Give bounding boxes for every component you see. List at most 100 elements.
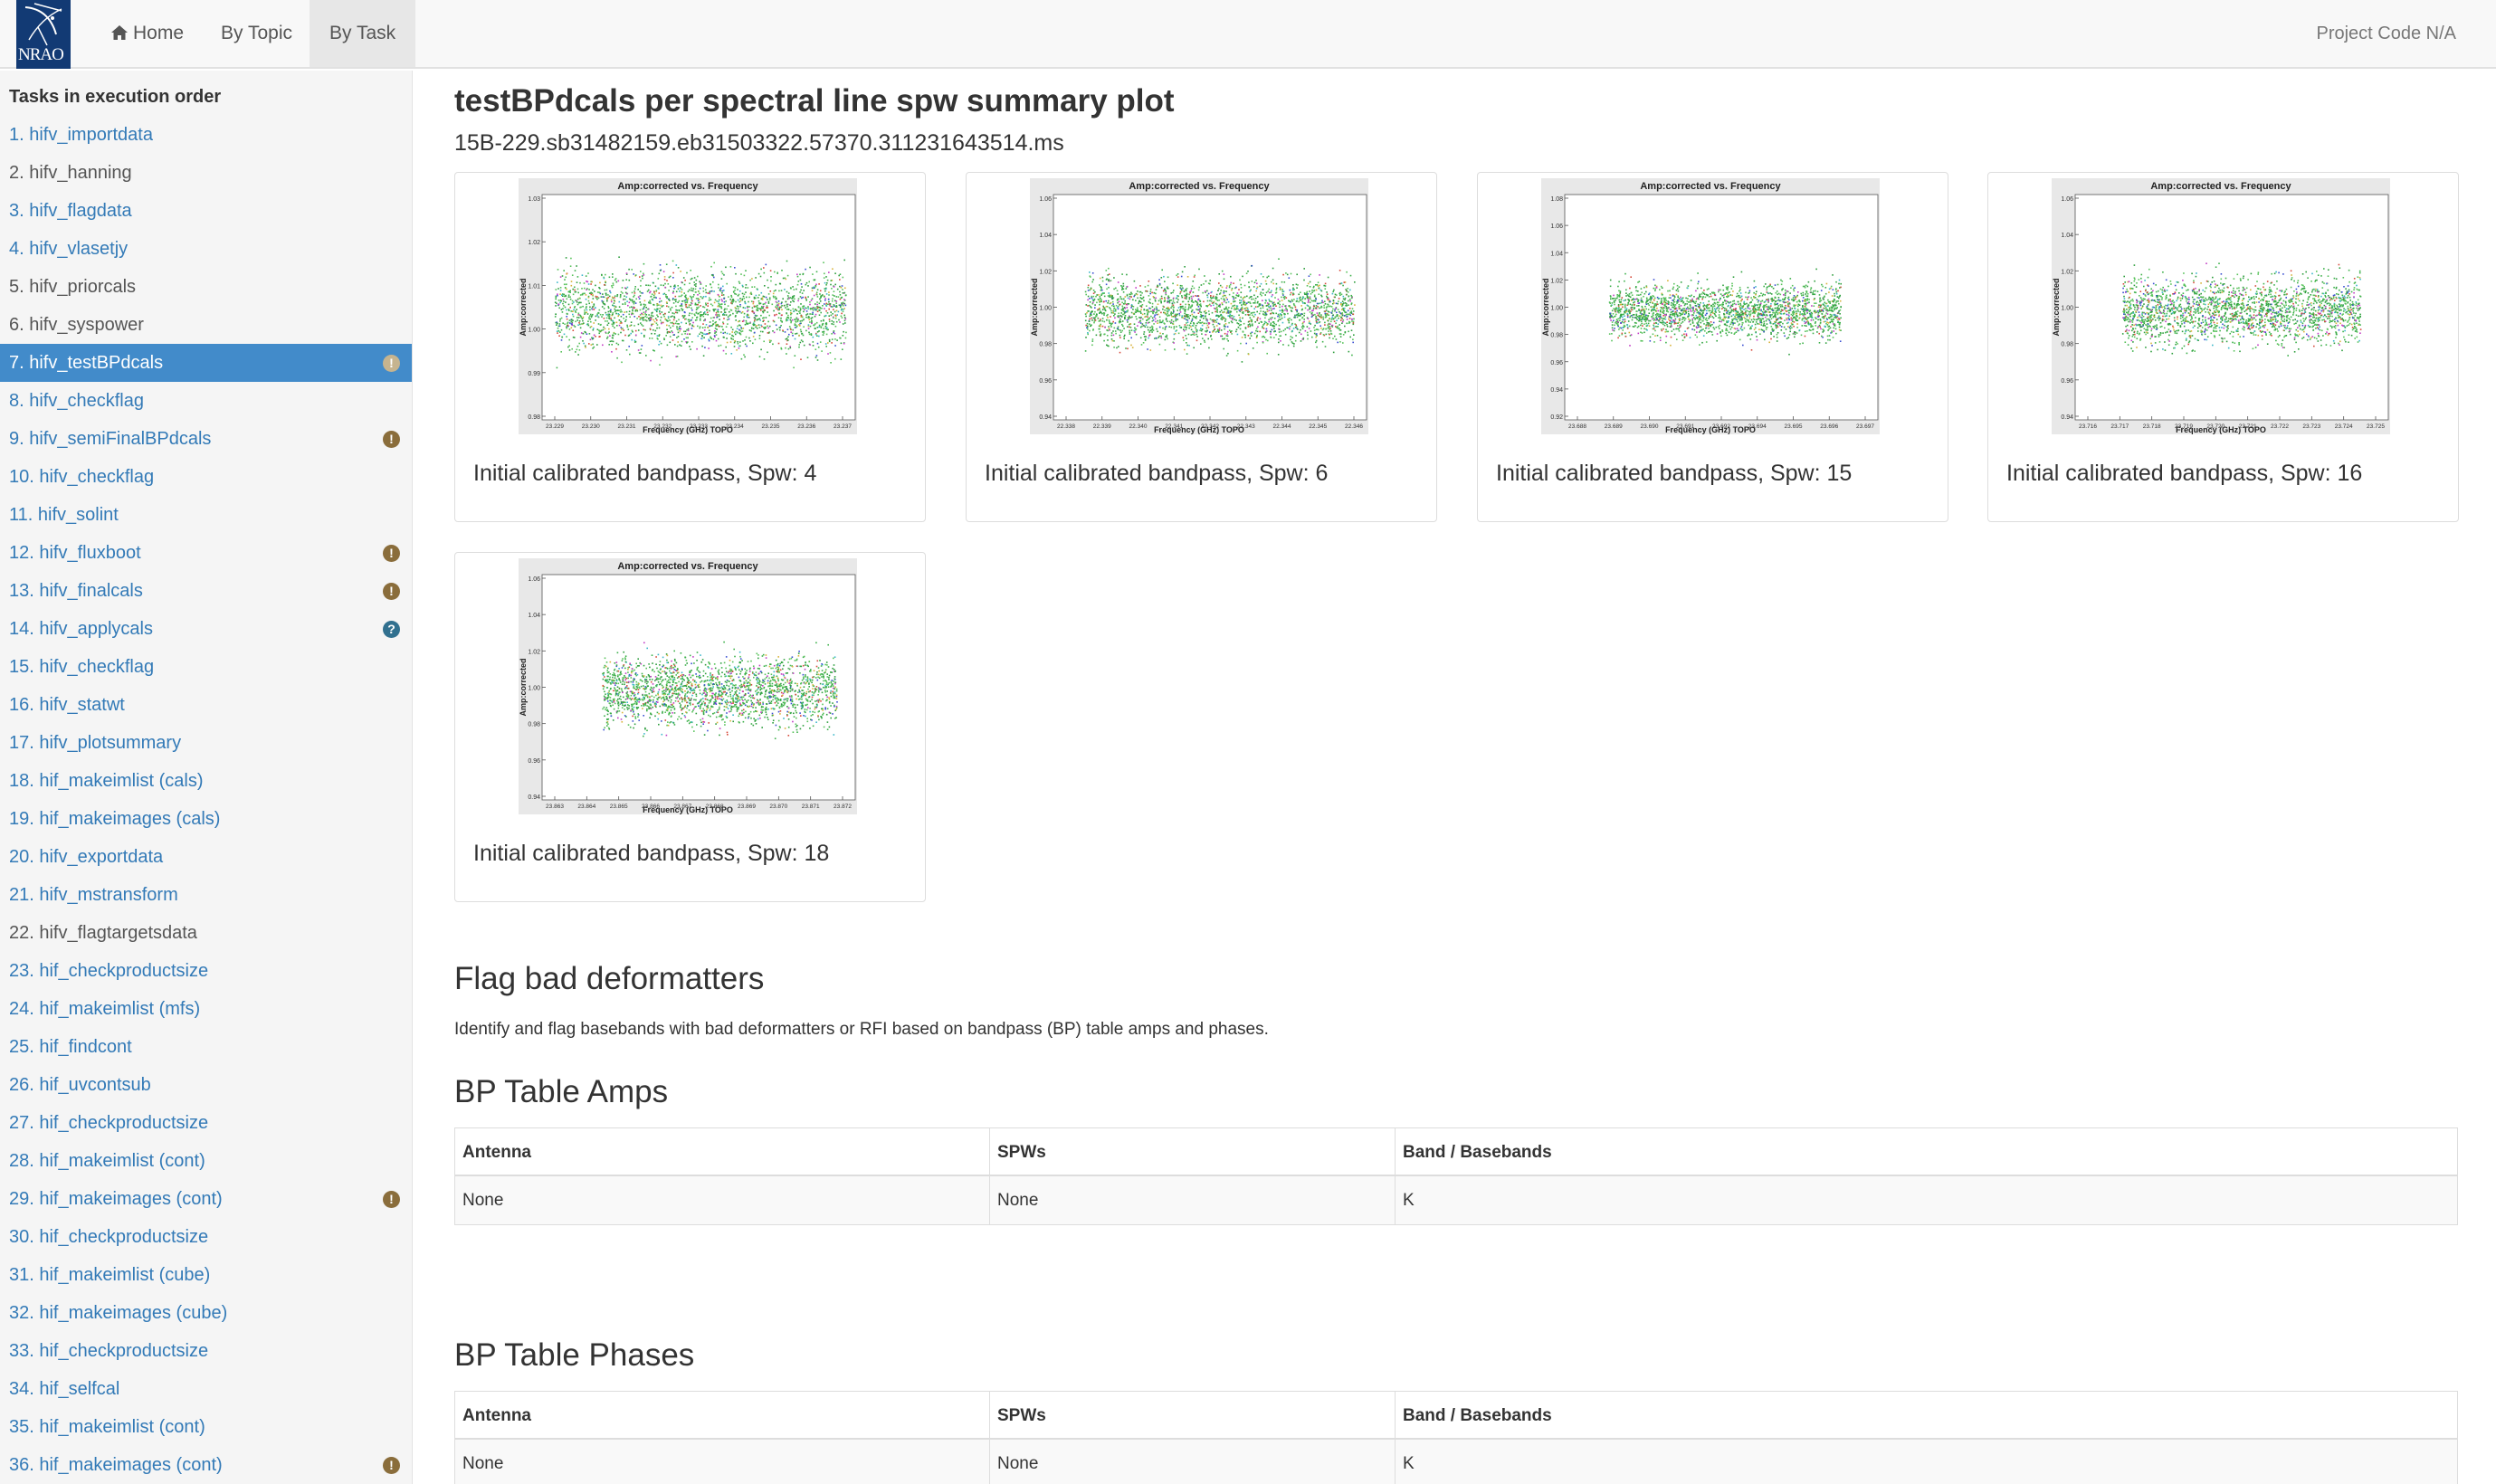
sidebar-task-item[interactable]: 17. hifv_plotsummary bbox=[0, 724, 412, 762]
scatter-point bbox=[1145, 322, 1148, 324]
scatter-point bbox=[1168, 297, 1170, 299]
sidebar-task-item[interactable]: 21. hifv_mstransform bbox=[0, 876, 412, 914]
scatter-point bbox=[1093, 317, 1095, 319]
scatter-point bbox=[634, 310, 637, 312]
scatter-point bbox=[1218, 328, 1221, 329]
scatter-point bbox=[1264, 314, 1266, 316]
scatter-point bbox=[1164, 289, 1166, 290]
scatter-point bbox=[759, 302, 762, 305]
scatter-point bbox=[675, 309, 677, 311]
plot-thumbnail[interactable]: Amp:corrected vs. Frequency Frequency (GH… bbox=[454, 172, 926, 522]
scatter-point bbox=[718, 315, 720, 318]
sidebar-task-item[interactable]: 7. hifv_testBPdcals! bbox=[0, 344, 412, 382]
sidebar-task-item[interactable]: 16. hifv_statwt bbox=[0, 686, 412, 724]
sidebar-task-item[interactable]: 29. hif_makeimages (cont)! bbox=[0, 1180, 412, 1218]
scatter-point bbox=[644, 319, 646, 321]
sidebar-task-item[interactable]: 36. hif_makeimages (cont)! bbox=[0, 1446, 412, 1484]
scatter-point bbox=[1677, 325, 1679, 327]
scatter-point bbox=[666, 297, 668, 300]
scatter-point bbox=[1249, 314, 1251, 316]
sidebar-task-item[interactable]: 3. hifv_flagdata bbox=[0, 192, 412, 230]
scatter-point bbox=[665, 263, 668, 265]
sidebar-task-item[interactable]: 10. hifv_checkflag bbox=[0, 458, 412, 496]
scatter-point bbox=[787, 296, 790, 299]
scatter-point bbox=[676, 328, 678, 330]
scatter-point bbox=[695, 283, 697, 285]
scatter-point bbox=[818, 309, 821, 311]
sidebar-task-item[interactable]: 25. hif_findcont bbox=[0, 1028, 412, 1066]
scatter-point bbox=[1173, 306, 1175, 309]
scatter-point bbox=[1205, 309, 1206, 312]
sidebar-task-item[interactable]: 19. hif_makeimages (cals) bbox=[0, 800, 412, 838]
scatter-point bbox=[807, 306, 809, 308]
scatter-point bbox=[1307, 334, 1309, 337]
scatter-point bbox=[1272, 312, 1275, 315]
scatter-point bbox=[634, 316, 635, 318]
scatter-point bbox=[764, 303, 766, 305]
sidebar-task-item[interactable]: 8. hifv_checkflag bbox=[0, 382, 412, 420]
scatter-point bbox=[1758, 323, 1760, 325]
scatter-point bbox=[1344, 315, 1346, 317]
scatter-point bbox=[1296, 273, 1298, 276]
plot-thumbnail[interactable]: Amp:corrected vs. Frequency Frequency (GH… bbox=[966, 172, 1437, 522]
sidebar-task-item[interactable]: 28. hif_makeimlist (cont) bbox=[0, 1142, 412, 1180]
scatter-point bbox=[1205, 291, 1206, 293]
sidebar-task-item[interactable]: 4. hifv_vlasetjy bbox=[0, 230, 412, 268]
scatter-point bbox=[1152, 312, 1154, 315]
scatter-point bbox=[1209, 300, 1211, 302]
nav-home[interactable]: Home bbox=[91, 0, 204, 67]
scatter-point bbox=[1230, 320, 1233, 322]
scatter-point bbox=[1287, 344, 1290, 347]
scatter-point bbox=[1123, 307, 1126, 309]
nrao-logo[interactable]: NRAO bbox=[16, 0, 71, 69]
scatter-point bbox=[1179, 309, 1181, 311]
scatter-point bbox=[692, 288, 694, 290]
scatter-point bbox=[1292, 303, 1295, 305]
sidebar-task-item[interactable]: 11. hifv_solint bbox=[0, 496, 412, 534]
sidebar-task-item[interactable]: 12. hifv_fluxboot! bbox=[0, 534, 412, 572]
sidebar-task-item[interactable]: 24. hif_makeimlist (mfs) bbox=[0, 990, 412, 1028]
scatter-point bbox=[580, 306, 582, 309]
sidebar-task-item[interactable]: 33. hif_checkproductsize bbox=[0, 1332, 412, 1370]
scatter-point bbox=[601, 316, 603, 318]
sidebar-task-item[interactable]: 15. hifv_checkflag bbox=[0, 648, 412, 686]
scatter-point bbox=[694, 303, 697, 306]
scatter-point bbox=[642, 292, 643, 294]
sidebar-task-item[interactable]: 30. hif_checkproductsize bbox=[0, 1218, 412, 1256]
sidebar-task-item[interactable]: 27. hif_checkproductsize bbox=[0, 1104, 412, 1142]
scatter-point bbox=[1324, 300, 1326, 302]
scatter-point bbox=[1748, 311, 1751, 313]
plot-thumbnail[interactable]: Amp:corrected vs. Frequency Frequency (GH… bbox=[1477, 172, 1948, 522]
scatter-point bbox=[753, 305, 756, 308]
scatter-point bbox=[1090, 325, 1092, 327]
sidebar-task-item[interactable]: 1. hifv_importdata bbox=[0, 116, 412, 154]
sidebar-task-item[interactable]: 32. hif_makeimages (cube) bbox=[0, 1294, 412, 1332]
scatter-point bbox=[1256, 286, 1259, 289]
scatter-point bbox=[722, 285, 724, 288]
sidebar-task-item[interactable]: 35. hif_makeimlist (cont) bbox=[0, 1408, 412, 1446]
sidebar-task-item[interactable]: 26. hif_uvcontsub bbox=[0, 1066, 412, 1104]
sidebar-task-item[interactable]: 13. hifv_finalcals! bbox=[0, 572, 412, 610]
scatter-point bbox=[604, 303, 606, 306]
sidebar-task-item[interactable]: 20. hifv_exportdata bbox=[0, 838, 412, 876]
scatter-point bbox=[1306, 331, 1309, 334]
scatter-point bbox=[1307, 305, 1310, 307]
scatter-point bbox=[748, 337, 750, 339]
sidebar-task-item[interactable]: 23. hif_checkproductsize bbox=[0, 952, 412, 990]
sidebar-task-item[interactable]: 31. hif_makeimlist (cube) bbox=[0, 1256, 412, 1294]
sidebar-task-item[interactable]: 14. hifv_applycals? bbox=[0, 610, 412, 648]
nav-by-topic[interactable]: By Topic bbox=[221, 23, 292, 43]
scatter-point bbox=[705, 324, 708, 326]
sidebar-task-item[interactable]: 9. hifv_semiFinalBPdcals! bbox=[0, 420, 412, 458]
scatter-point bbox=[1214, 297, 1216, 300]
sidebar-task-item[interactable]: 34. hif_selfcal bbox=[0, 1370, 412, 1408]
nav-by-task[interactable]: By Task bbox=[310, 0, 416, 67]
sidebar-task-item[interactable]: 18. hif_makeimlist (cals) bbox=[0, 762, 412, 800]
scatter-point bbox=[808, 331, 810, 334]
scatter-point bbox=[810, 333, 813, 335]
scatter-point bbox=[595, 336, 596, 338]
scatter-point bbox=[1122, 313, 1125, 316]
